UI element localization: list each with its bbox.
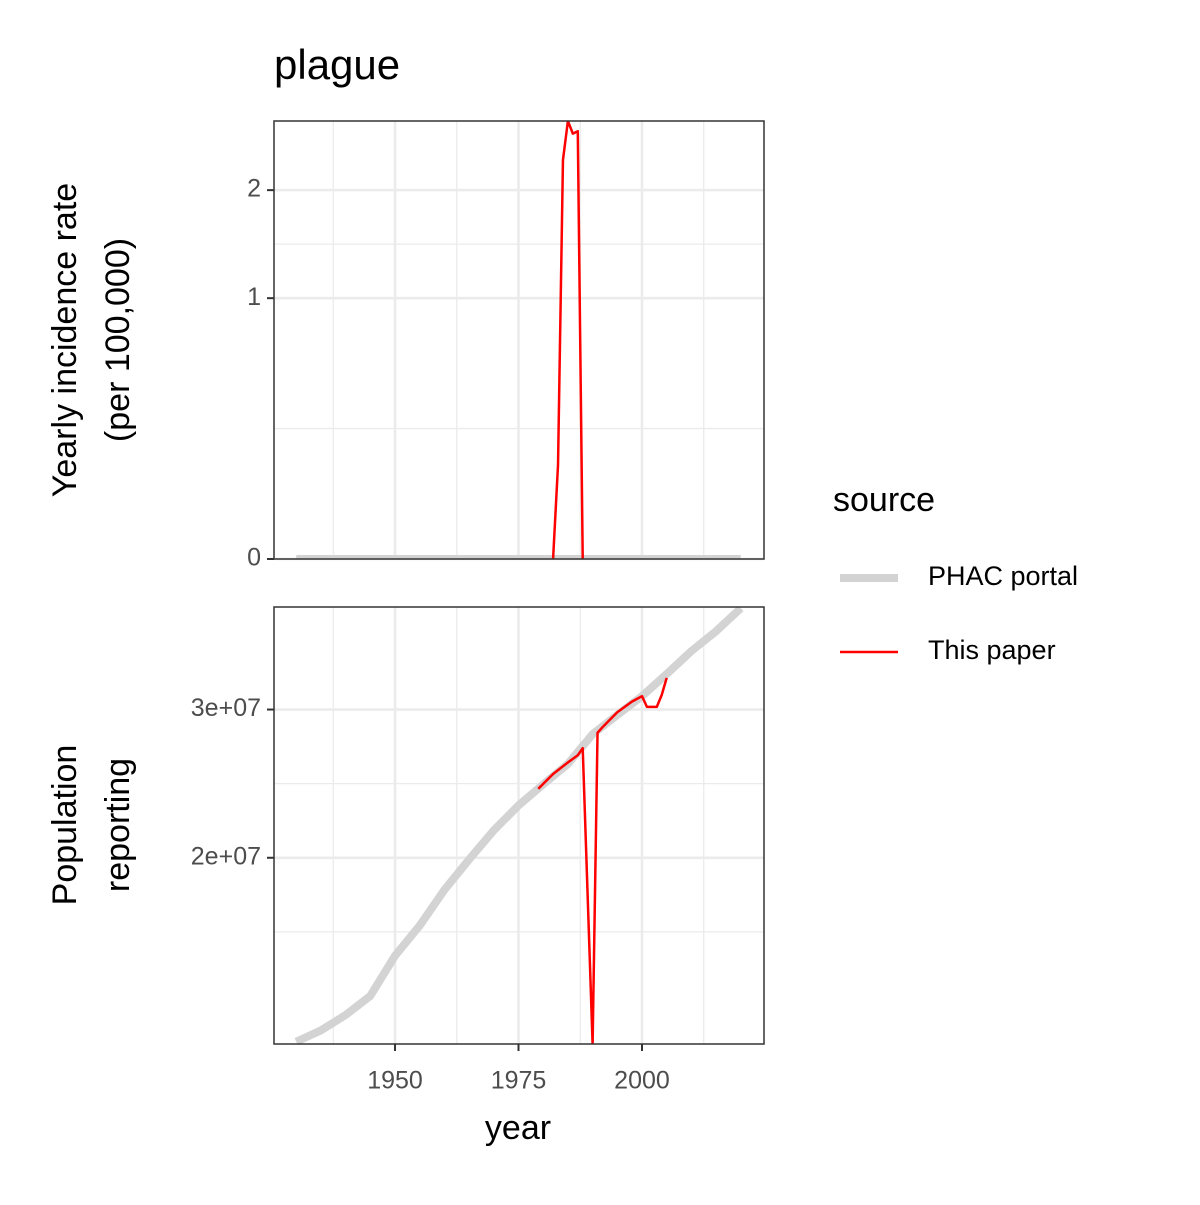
y-axis-title: Population [46, 745, 84, 906]
y-tick-label: 3e+07 [191, 694, 261, 722]
chart-title: plague [274, 41, 400, 88]
y-tick-label: 1 [247, 283, 261, 311]
y-axis-title: Yearly incidence rate [46, 183, 84, 497]
y-axis-title: reporting [99, 758, 137, 892]
legend-label: This paper [928, 635, 1056, 665]
y-tick-label: 2 [247, 175, 261, 203]
x-tick-label: 1975 [491, 1067, 547, 1095]
series-line [537, 677, 668, 1044]
legend-title: source [833, 481, 935, 519]
x-tick-label: 2000 [614, 1067, 670, 1095]
x-axis-title: year [485, 1109, 551, 1147]
y-tick-label: 0 [247, 544, 261, 572]
series-line [551, 121, 584, 559]
x-tick-label: 1950 [367, 1067, 423, 1095]
y-axis-title: (per 100,000) [99, 238, 137, 442]
panel-border [273, 606, 765, 1045]
panel-border [273, 120, 765, 560]
legend-label: PHAC portal [928, 561, 1078, 591]
y-tick-label: 2e+07 [191, 842, 261, 870]
panel [274, 607, 764, 1044]
series-line [294, 607, 744, 1044]
